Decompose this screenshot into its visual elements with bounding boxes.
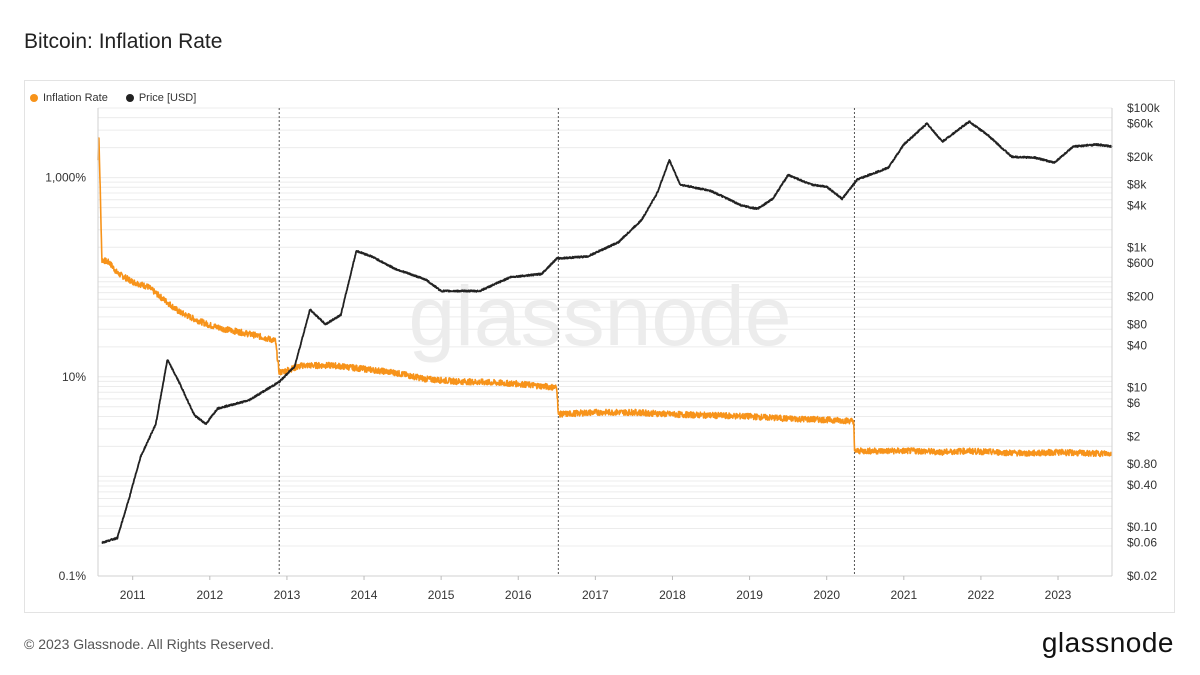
y-right-tick-label: $8k bbox=[1127, 178, 1147, 192]
y-right-tick-label: $100k bbox=[1127, 101, 1161, 115]
legend-dot-price bbox=[125, 94, 134, 102]
x-tick-label: 2012 bbox=[196, 588, 223, 602]
y-right-tick-label: $2 bbox=[1127, 429, 1141, 443]
price-line bbox=[101, 120, 1113, 544]
y-right-tick-label: $40 bbox=[1127, 338, 1147, 352]
x-tick-label: 2020 bbox=[813, 588, 840, 602]
y-right-tick-label: $0.02 bbox=[1127, 569, 1157, 583]
y-right-tick-label: $0.40 bbox=[1127, 478, 1157, 492]
legend-item-price[interactable]: Price [USD] bbox=[125, 92, 197, 104]
x-tick-label: 2022 bbox=[968, 588, 995, 602]
y-right-tick-label: $0.06 bbox=[1127, 536, 1157, 550]
x-tick-label: 2021 bbox=[890, 588, 917, 602]
x-tick-label: 2014 bbox=[351, 588, 378, 602]
legend-item-inflation[interactable]: Inflation Rate bbox=[30, 92, 108, 104]
y-left-tick-label: 0.1% bbox=[59, 569, 87, 583]
y-right-tick-label: $20k bbox=[1127, 150, 1154, 164]
footer-copyright: © 2023 Glassnode. All Rights Reserved. bbox=[24, 636, 275, 652]
y-right-tick-label: $200 bbox=[1127, 290, 1154, 304]
watermark-logo: glassnode bbox=[409, 269, 792, 363]
y-right-tick-label: $0.80 bbox=[1127, 457, 1157, 471]
inflation-rate-line bbox=[97, 137, 1113, 458]
glassnode-logo[interactable]: glassnode bbox=[1041, 627, 1174, 658]
y-right-tick-label: $600 bbox=[1127, 256, 1154, 270]
y-right-tick-label: $10 bbox=[1127, 380, 1147, 394]
y-left-tick-label: 1,000% bbox=[45, 171, 86, 185]
y-right-tick-label: $6 bbox=[1127, 396, 1141, 410]
y-right-tick-label: $4k bbox=[1127, 199, 1147, 213]
series-layer bbox=[97, 120, 1113, 544]
legend-label-price: Price [USD] bbox=[138, 92, 197, 104]
x-tick-label: 2019 bbox=[736, 588, 763, 602]
legend: Inflation Rate Price [USD] bbox=[30, 92, 196, 104]
x-tick-label: 2011 bbox=[120, 588, 146, 602]
x-tick-label: 2023 bbox=[1045, 588, 1072, 602]
grid-layer bbox=[98, 107, 1112, 577]
page-title: Bitcoin: Inflation Rate bbox=[24, 30, 223, 53]
y-right-tick-label: $0.10 bbox=[1127, 520, 1157, 534]
y-right-tick-label: $60k bbox=[1127, 116, 1154, 130]
x-tick-label: 2013 bbox=[274, 588, 301, 602]
y-right-tick-label: $1k bbox=[1127, 241, 1147, 255]
y-left-tick-label: 10% bbox=[62, 370, 86, 384]
x-tick-label: 2017 bbox=[582, 588, 609, 602]
legend-label-inflation: Inflation Rate bbox=[43, 92, 108, 104]
axis-layer: 2011 2012 2013 2014 2015 2016 2017 2018 2019 2020… bbox=[45, 101, 1160, 602]
x-tick-label: 2016 bbox=[505, 588, 532, 602]
legend-dot-inflation bbox=[30, 94, 38, 102]
x-tick-label: 2015 bbox=[428, 588, 455, 602]
halving-lines bbox=[278, 108, 855, 576]
y-right-tick-label: $80 bbox=[1127, 317, 1147, 331]
x-tick-label: 2018 bbox=[659, 588, 686, 602]
